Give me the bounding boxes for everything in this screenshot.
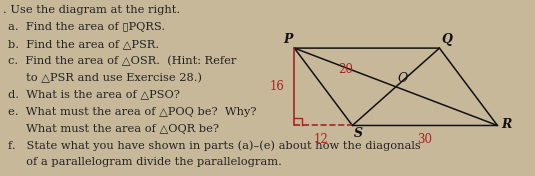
Text: d.  What is the area of △PSO?: d. What is the area of △PSO? xyxy=(8,90,180,100)
Text: 30: 30 xyxy=(417,133,432,146)
Text: b.  Find the area of △PSR.: b. Find the area of △PSR. xyxy=(8,39,159,49)
Text: 12: 12 xyxy=(314,133,328,146)
Text: O: O xyxy=(398,72,408,85)
Text: S: S xyxy=(353,127,362,140)
Text: . Use the diagram at the right.: . Use the diagram at the right. xyxy=(3,5,180,15)
Text: 16: 16 xyxy=(270,80,285,93)
Text: f.   State what you have shown in parts (a)–(e) about how the diagonals: f. State what you have shown in parts (a… xyxy=(8,140,421,151)
Text: 20: 20 xyxy=(338,63,353,76)
Text: R: R xyxy=(501,118,511,131)
Text: e.  What must the area of △POQ be?  Why?: e. What must the area of △POQ be? Why? xyxy=(8,107,257,117)
Text: to △PSR and use Exercise 28.): to △PSR and use Exercise 28.) xyxy=(8,73,202,83)
Text: c.  Find the area of △OSR.  (Hint: Refer: c. Find the area of △OSR. (Hint: Refer xyxy=(8,56,236,66)
Text: What must the area of △OQR be?: What must the area of △OQR be? xyxy=(8,124,219,134)
Text: of a parallelogram divide the parallelogram.: of a parallelogram divide the parallelog… xyxy=(8,157,282,167)
Text: a.  Find the area of ▯PQRS.: a. Find the area of ▯PQRS. xyxy=(8,22,165,32)
Text: P: P xyxy=(283,33,293,46)
Text: Q: Q xyxy=(441,33,452,46)
